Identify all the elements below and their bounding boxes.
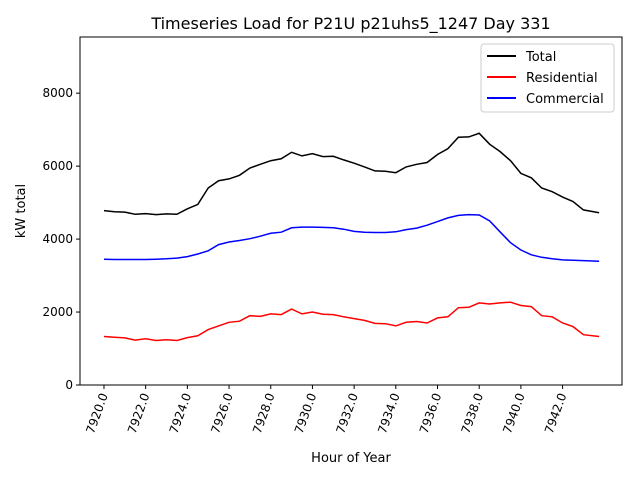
legend-label-commercial: Commercial [526, 92, 604, 107]
y-tick-label: 6000 [42, 159, 73, 173]
legend-box [480, 43, 615, 113]
series-line-residential [103, 301, 600, 342]
x-tick-label: 7922.0 [125, 391, 153, 435]
series-line-total [103, 132, 600, 216]
legend: Total Residential Commercial [480, 43, 615, 113]
series-line-commercial [103, 213, 600, 263]
legend-label-total: Total [525, 50, 556, 65]
x-tick-label: 7938.0 [459, 391, 487, 435]
legend-label-residential: Residential [526, 71, 598, 86]
plot-frame [79, 36, 623, 386]
y-tick-label: 8000 [42, 86, 73, 100]
x-tick-label: 7940.0 [500, 391, 528, 435]
y-tick-label: 2000 [42, 305, 73, 319]
x-tick-label: 7928.0 [250, 391, 278, 435]
y-tick-label: 0 [65, 378, 73, 392]
x-tick-label: 7924.0 [167, 391, 195, 435]
x-tick-label: 7934.0 [375, 391, 403, 435]
x-tick-label: 7926.0 [208, 391, 236, 435]
x-tick-label: 7920.0 [83, 391, 111, 435]
x-tick-label: 7930.0 [292, 391, 320, 435]
chart-title: Timeseries Load for P21U p21uhs5_1247 Da… [150, 14, 550, 34]
series-layer [103, 132, 600, 342]
y-axis: 0 2000 4000 6000 8000 [42, 86, 80, 392]
y-axis-label: kW total [14, 184, 29, 238]
x-axis: 7920.0 7922.0 7924.0 7926.0 7928.0 7930.0 7932… [83, 385, 569, 435]
x-tick-label: 7936.0 [417, 391, 445, 435]
y-tick-label: 4000 [42, 232, 73, 246]
x-tick-label: 7942.0 [542, 391, 570, 435]
x-tick-label: 7932.0 [333, 391, 361, 435]
x-axis-label: Hour of Year [311, 451, 391, 466]
